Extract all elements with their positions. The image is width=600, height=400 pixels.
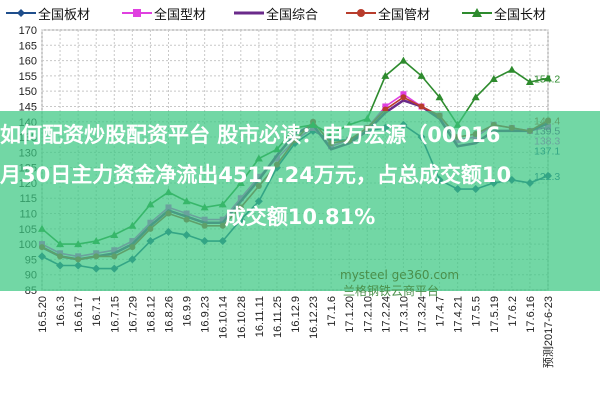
legend-item: 全国综合 [232,3,318,23]
x-tick-label: 17.3.10 [398,296,410,333]
x-tick-label: 16.6.17 [73,296,85,333]
legend-label: 全国板材 [38,7,91,23]
legend-marker [472,8,482,17]
y-tick-label: 145 [19,101,37,113]
legend-swatch [462,8,492,17]
y-tick-label: 150 [19,86,37,98]
x-tick-label: 17.1.6 [326,296,338,327]
x-tick-label: 16.8.26 [164,296,176,333]
series-point-4 [417,71,426,79]
x-tick-label: 16.9.9 [182,296,194,327]
legend-label: 全国长材 [494,7,547,23]
x-tick-label: 17.3.24 [417,296,429,333]
x-tick-label: 17.1.20 [344,296,356,333]
end-value-label: 154.2 [534,73,560,85]
x-tick-label: 预测2017-6-23 [542,296,555,368]
banner-line-3: 成交额10.81% [224,205,376,229]
x-tick-label: 17.5.5 [471,296,483,327]
legend-label: 全国管材 [378,7,431,23]
x-tick-label: 16.10.14 [218,296,230,339]
x-tick-label: 17.4.21 [453,296,465,333]
x-tick-label: 16.10.28 [236,296,248,339]
legend-swatch [234,11,264,15]
x-tick-label: 16.12.23 [308,296,320,339]
y-tick-label: 155 [19,71,37,83]
legend-marker [133,9,141,17]
legend-marker [357,9,365,17]
series-point-4 [399,56,408,64]
x-tick-label: 17.6.2 [507,296,519,327]
x-tick-label: 17.2.24 [380,296,392,333]
x-tick-label: 17.2.10 [362,296,374,333]
banner-line-1: 如何配资炒股配资平台 股市必读：申万宏源（00016 [0,123,501,147]
legend-swatch [346,9,376,17]
watermark-platform: 兰格钢铁云商平台 [343,284,440,298]
series-point-4 [507,65,516,73]
legend-swatch [6,9,36,17]
x-tick-label: 16.6.3 [55,296,67,327]
legend-item: 全国长材 [460,3,546,23]
series-point-4 [435,93,444,101]
series-point-1 [382,103,389,110]
banner-overlay: 如何配资炒股配资平台 股市必读：申万宏源（00016 月30日主力资金净流出45… [0,111,600,291]
legend-item: 全国管材 [344,3,430,23]
series-point-4 [471,93,480,101]
y-tick-label: 165 [19,40,37,52]
x-tick-label: 16.7.29 [127,296,139,333]
x-tick-label: 16.7.15 [109,296,121,333]
x-tick-label: 16.11.25 [272,296,284,338]
legend-item: 全国板材 [4,3,90,23]
series-point-3 [400,94,407,101]
x-tick-label: 17.6.16 [525,296,537,333]
series-point-4 [381,71,390,79]
x-tick-label: 17.5.19 [489,296,501,333]
y-tick-label: 170 [19,25,37,37]
legend-marker [17,9,25,17]
y-tick-label: 160 [19,56,37,68]
series-point-1 [400,91,407,98]
x-tick-label: 16.8.12 [145,296,157,333]
x-tick-label: 16.9.23 [200,296,212,333]
x-tick-label: 16.7.1 [91,296,103,327]
x-tick-label: 16.5.20 [37,296,49,333]
series-point-4 [489,74,498,82]
legend-label: 全国型材 [154,7,207,23]
x-tick-label: 16.11.11 [254,296,266,337]
series-point-3 [418,103,425,110]
series-point-4 [525,78,534,85]
x-tick-label: 16.12.9 [290,296,302,333]
x-tick-label: 17.4.7 [435,296,447,327]
banner-line-2: 月30日主力资金净流出4517.24万元，占总成交额10 [0,163,512,187]
series-point-4 [544,74,552,82]
legend-item: 全国型材 [120,3,206,23]
legend-swatch [122,9,152,17]
legend-label: 全国综合 [266,7,319,23]
watermark-site: mysteel ge360.com [340,268,460,282]
